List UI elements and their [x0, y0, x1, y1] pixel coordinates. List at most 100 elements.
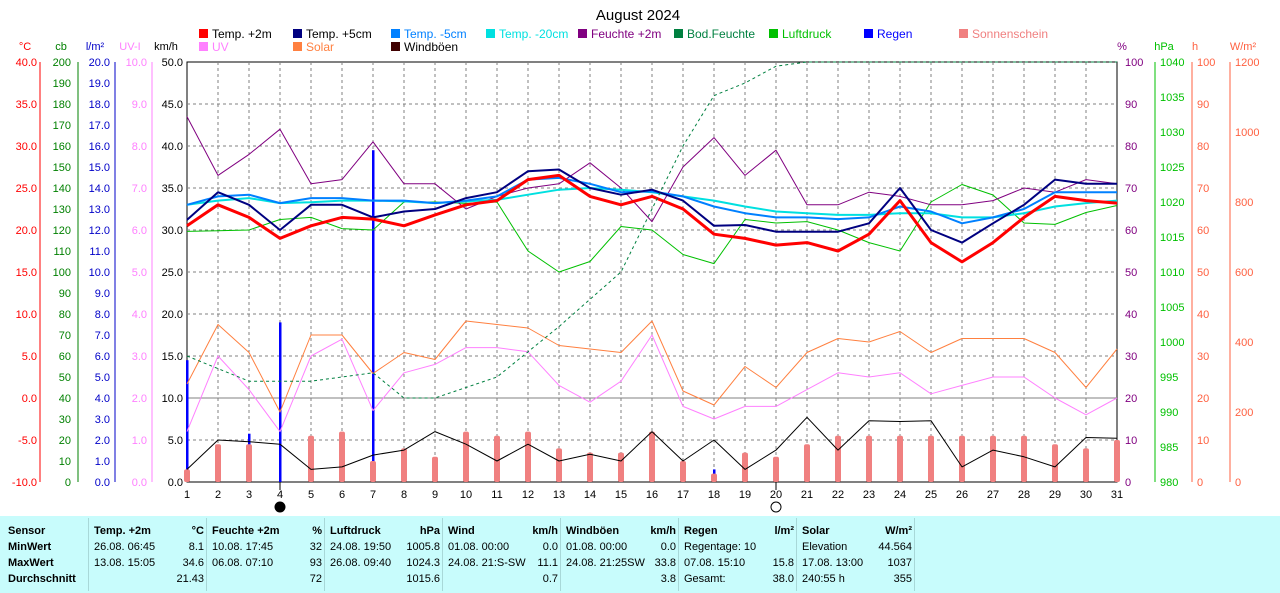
stats-separator: [88, 518, 89, 591]
sunshine-bar: [525, 431, 531, 482]
axis-tick-label: 1030: [1160, 127, 1184, 139]
x-tick-label: 18: [708, 489, 720, 501]
sunshine-bar: [959, 435, 965, 482]
stats-separator: [206, 518, 207, 591]
stats-cell-value: 72: [309, 573, 322, 585]
axis-unit-label: l/m²: [86, 41, 105, 53]
axis-tick-label: 50.0: [162, 57, 183, 69]
axis-tick-label: 995: [1160, 372, 1178, 384]
sunshine-bar: [866, 435, 872, 482]
axis-tick-label: 18.0: [89, 99, 110, 111]
legend-swatch: [391, 42, 400, 51]
axis-tick-label: 70: [59, 330, 71, 342]
x-tick-label: 27: [987, 489, 999, 501]
axis-unit-label: %: [1117, 41, 1127, 53]
sunshine-bar: [773, 456, 779, 482]
axis-tick-label: 170: [53, 120, 71, 132]
axis-tick-label: 100: [1197, 57, 1215, 69]
sunshine-bar: [1083, 448, 1089, 482]
axis-tick-label: 19.0: [89, 78, 110, 90]
axis-tick-label: 100: [53, 267, 71, 279]
sunshine-bar: [184, 469, 190, 482]
legend-label: Regen: [877, 27, 912, 41]
x-tick-label: 24: [894, 489, 906, 501]
legend-label: Feuchte +2m: [591, 27, 661, 41]
axis-tick-label: 10: [59, 456, 71, 468]
axis-tick-label: 150: [53, 162, 71, 174]
stats-cell-value: 1005.8: [406, 541, 440, 553]
stats-block: Feuchte +2m% 10.08. 17:45 32 06.08. 07:10 93…: [212, 523, 322, 591]
sunshine-bar: [1052, 444, 1058, 482]
chart-title: August 2024: [596, 7, 680, 24]
stats-cell-value: 355: [893, 573, 912, 585]
axis-tick-label: 15.0: [162, 351, 183, 363]
axis-tick-label: 1025: [1160, 162, 1184, 174]
axis-tick-label: 80: [1125, 141, 1137, 153]
axis-tick-label: 35.0: [16, 99, 37, 111]
stats-row: 24.08. 21:25SW 33.8: [566, 555, 676, 571]
axis-tick-label: 0: [65, 477, 71, 489]
x-tick-label: 20: [770, 489, 782, 501]
axis-tick-label: -10.0: [12, 477, 37, 489]
axis-tick-label: 200: [1235, 407, 1253, 419]
stats-row: 26.08. 06:45 8.1: [94, 539, 204, 555]
stats-row: 01.08. 00:00 0.0: [448, 539, 558, 555]
series-line-windb-en: [186, 416, 1118, 470]
moon-phase-markers: [274, 482, 782, 513]
axis-tick-label: 985: [1160, 442, 1178, 454]
legend-label: Windböen: [404, 40, 458, 54]
axis-tick-label: 2.0: [132, 393, 147, 405]
axis-tick-label: 1200: [1235, 57, 1259, 69]
axis-tick-label: 20.0: [16, 225, 37, 237]
axis-tick-label: 40.0: [162, 141, 183, 153]
rain-bar: [372, 150, 375, 482]
axis-tick-label: 800: [1235, 197, 1253, 209]
chart-bars: [184, 150, 1120, 482]
legend-label: Sonnenschein: [972, 27, 1048, 41]
axis-tick-label: 50: [1197, 267, 1209, 279]
stats-cell-value: 44.564: [878, 541, 912, 553]
axis-unit-label: °C: [19, 41, 31, 53]
axis-unit-label: h: [1192, 41, 1198, 53]
stats-cell-value: 1024.3: [406, 557, 440, 569]
sunshine-bar: [370, 461, 376, 482]
stats-block-header: Feuchte +2m%: [212, 523, 322, 539]
stats-cell-value: 3.8: [660, 573, 676, 585]
axis-tick-label: 12.0: [89, 225, 110, 237]
stats-block-title: Temp. +2m: [94, 525, 151, 537]
x-tick-label: 13: [553, 489, 565, 501]
stats-separator: [560, 518, 561, 591]
legend-swatch: [674, 29, 683, 38]
axis-tick-label: 20.0: [162, 309, 183, 321]
stats-row: 1015.6: [330, 571, 440, 587]
full-moon-icon: [770, 501, 782, 513]
sunshine-bar: [897, 435, 903, 482]
axis-tick-label: 5.0: [95, 372, 110, 384]
stats-block: Luftdruck hPa 24.08. 19:50 1005.8 26.08. 09:…: [330, 523, 440, 591]
axis-tick-label: 120: [53, 225, 71, 237]
axis-tick-label: 3.0: [132, 351, 147, 363]
axis-tick-label: 6.0: [95, 351, 110, 363]
axis-tick-label: 1000: [1235, 127, 1259, 139]
stats-block-unit: °C: [191, 525, 204, 537]
axis-tick-label: 10.0: [126, 57, 147, 69]
stats-block-title: Solar: [802, 525, 830, 537]
axis-tick-label: 140: [53, 183, 71, 195]
axis-tick-label: 40: [1125, 309, 1137, 321]
legend-label: UV: [212, 40, 229, 54]
axis-tick-label: 180: [53, 99, 71, 111]
axis-tick-label: 30: [1125, 351, 1137, 363]
stats-cell-value: 0.7: [542, 573, 558, 585]
x-tick-label: 30: [1080, 489, 1092, 501]
axis-tick-label: 980: [1160, 477, 1178, 489]
x-tick-label: 19: [739, 489, 751, 501]
axis-tick-label: 45.0: [162, 99, 183, 111]
axis-tick-label: 10.0: [16, 309, 37, 321]
legend-swatch: [199, 42, 208, 51]
legend-label: Luftdruck: [782, 27, 832, 41]
axis-tick-label: 50: [1125, 267, 1137, 279]
axis-tick-label: 60: [1197, 225, 1209, 237]
sunshine-bar: [401, 448, 407, 482]
stats-row: 13.08. 15:05 34.6: [94, 555, 204, 571]
axis-tick-label: 40: [59, 393, 71, 405]
